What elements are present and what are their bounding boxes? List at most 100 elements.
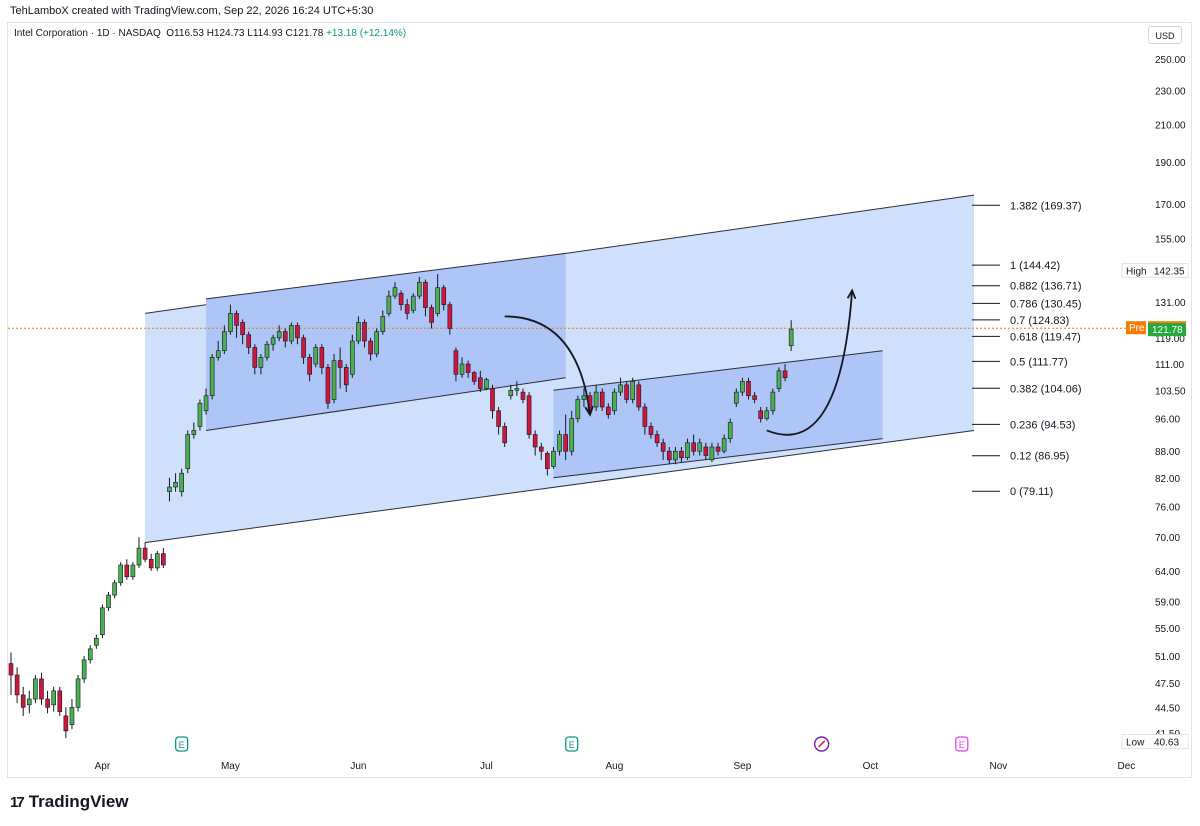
candle-body (563, 434, 568, 452)
candle-body (331, 360, 337, 400)
candle-body (228, 313, 233, 332)
price-tag-bg (1121, 734, 1189, 750)
x-axis-tick-label: Sep (734, 761, 752, 772)
candle-body (715, 446, 721, 452)
fib-level-label: 0.382 (104.06) (1010, 383, 1082, 395)
candle (14, 667, 20, 704)
arrow-head-icon (584, 405, 594, 417)
candle-body (392, 287, 398, 297)
candle (630, 377, 635, 404)
earnings-icon-label: E (959, 740, 965, 750)
candle-body (618, 384, 623, 393)
x-axis-tick-label: Jun (350, 761, 366, 772)
x-axis-tick-label: Jul (480, 761, 493, 772)
event-marker: E (955, 736, 969, 752)
candle (100, 604, 105, 639)
candle-body (130, 564, 136, 578)
candle (392, 282, 398, 299)
candle (289, 322, 294, 345)
candle (490, 384, 495, 419)
candle (691, 434, 696, 456)
candle-body (209, 356, 215, 397)
candle-body (490, 388, 495, 412)
y-axis-tick-label: 44.50 (1155, 703, 1180, 714)
trend-arrow-1 (504, 315, 591, 415)
y-axis-tick-label: 76.00 (1155, 502, 1180, 513)
candle-body (630, 381, 635, 400)
candle (240, 319, 245, 345)
candle-body (502, 426, 507, 444)
candle-body (746, 381, 751, 397)
candle-body (788, 328, 794, 347)
candle (459, 357, 465, 378)
candle-body (703, 446, 709, 456)
candle-body (8, 663, 14, 676)
candle-body (289, 325, 294, 342)
legend-low: L114.93 (247, 28, 283, 39)
tradingview-brand[interactable]: 17 TradingView (10, 792, 129, 812)
earnings-icon-label: E (569, 740, 575, 750)
candle-body (51, 690, 56, 706)
candle (593, 384, 599, 411)
candle (453, 347, 459, 382)
candle (270, 334, 276, 351)
candle (331, 353, 337, 404)
candle-body (270, 337, 276, 345)
candle-body (185, 434, 191, 469)
arrow-head-icon (846, 288, 857, 300)
candle-body (161, 553, 166, 566)
candle (575, 395, 581, 423)
candle-body (398, 292, 404, 305)
candle (350, 334, 355, 378)
symbol-legend: Intel Corporation · 1D · NASDAQ O116.53 … (14, 28, 406, 39)
candle-body (581, 395, 587, 400)
candle (295, 322, 300, 345)
candle (130, 562, 136, 580)
x-axis-tick-label: Aug (606, 761, 624, 772)
candle-body (368, 340, 373, 355)
candle-body (295, 325, 300, 339)
candle-body (514, 388, 520, 391)
candle-body (124, 564, 130, 578)
candle (471, 370, 477, 385)
candle-body (142, 547, 148, 560)
candle (599, 388, 605, 411)
candle (374, 328, 380, 358)
legend-change: +13.18 (+12.14%) (326, 28, 407, 39)
candle (721, 434, 727, 454)
candle-body (551, 450, 556, 467)
y-axis-tick-label: 210.00 (1155, 120, 1186, 131)
candle-body (57, 690, 63, 712)
candle (606, 403, 611, 419)
candle (557, 430, 562, 456)
price-tag-value: 40.63 (1154, 738, 1179, 749)
candle (734, 388, 739, 407)
y-axis-tick-label: 70.00 (1155, 533, 1180, 544)
candle-body (307, 356, 312, 375)
currency-button[interactable]: USD (1148, 26, 1182, 44)
dividend-icon-slash (818, 740, 826, 748)
candle (502, 422, 507, 447)
candle-body (179, 472, 184, 493)
candle (203, 388, 209, 415)
candle-body (282, 331, 288, 342)
candle-body (752, 395, 757, 400)
candle-body (26, 698, 32, 706)
candle-body (636, 384, 642, 408)
candle (63, 707, 69, 739)
candle-body (782, 370, 788, 379)
chart-frame (7, 22, 1192, 778)
candle (569, 410, 575, 456)
y-axis-tick-label: 103.50 (1155, 386, 1186, 397)
fib-level-label: 0.882 (136.71) (1010, 281, 1082, 293)
candle (69, 699, 75, 730)
candle (532, 430, 538, 456)
price-tag-bg (1121, 263, 1189, 279)
symbol-title[interactable]: Intel Corporation · 1D · NASDAQ (14, 28, 161, 39)
candle (727, 418, 733, 443)
fib-level-label: 0.5 (111.77) (1010, 356, 1068, 368)
candle-body (94, 637, 99, 646)
candle-body (496, 410, 501, 427)
candle (209, 353, 215, 400)
